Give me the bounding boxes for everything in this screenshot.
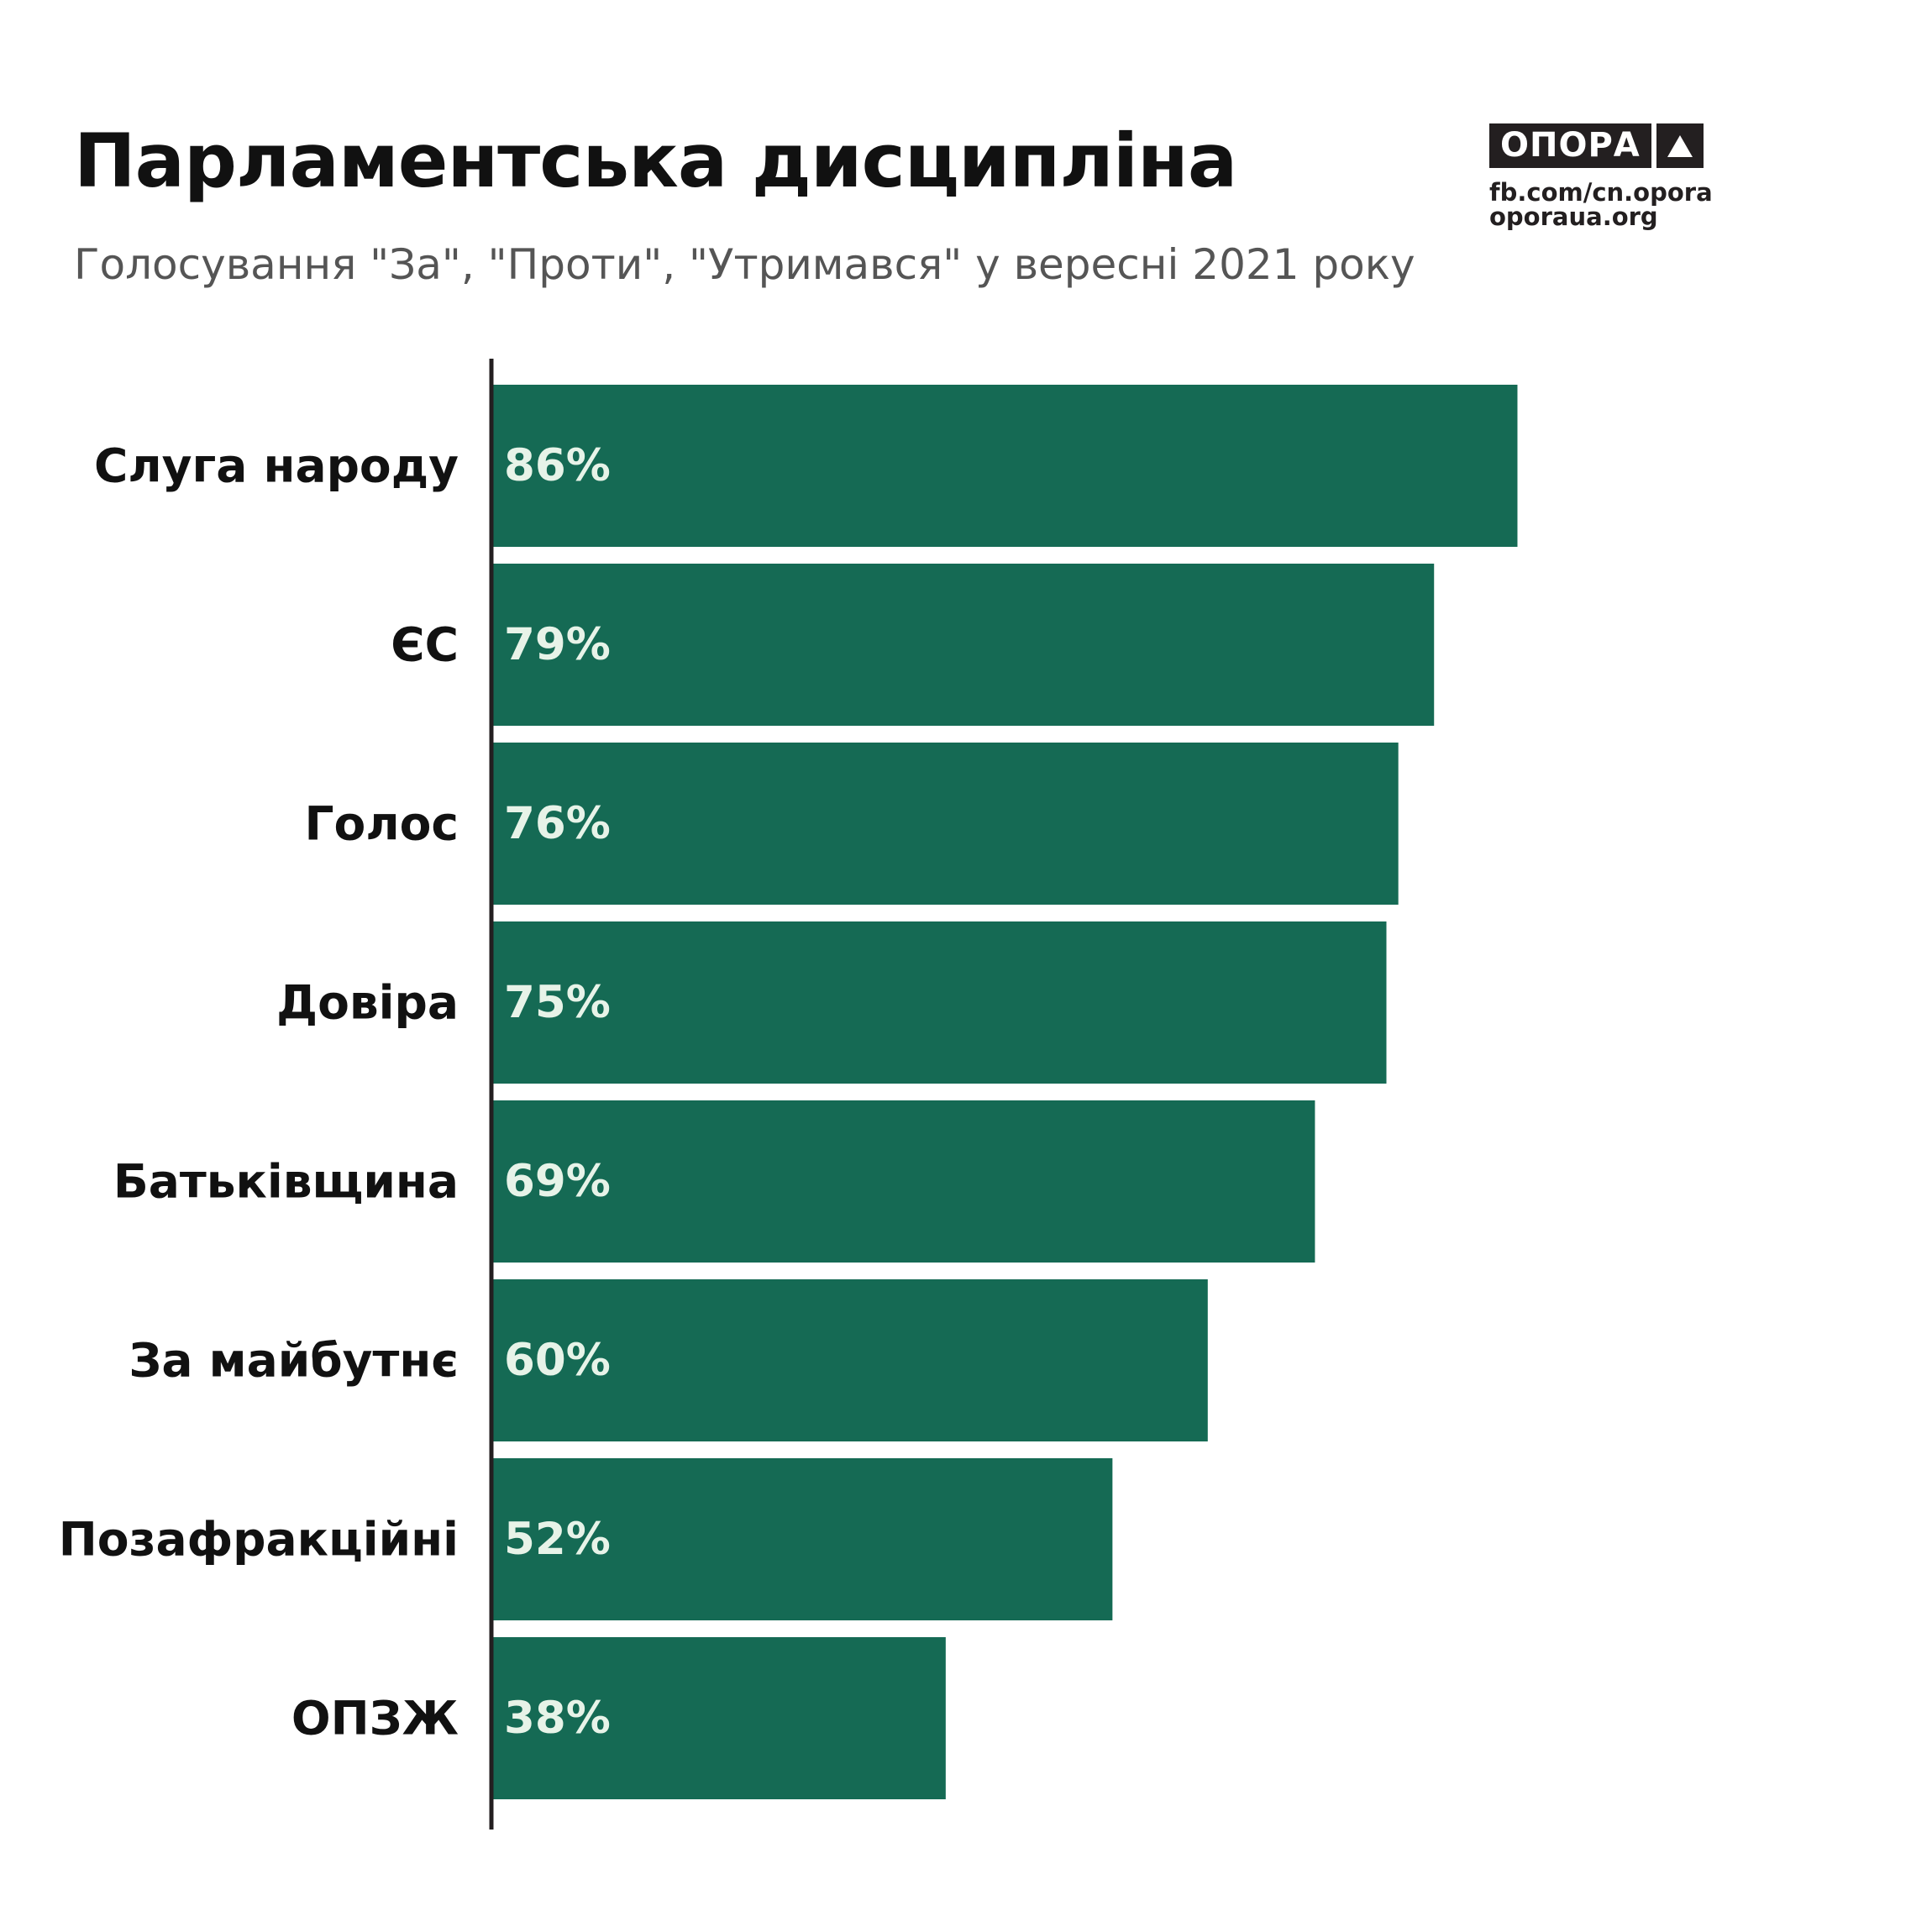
bars-layer: Слуга народу 86% ЄС 79% Голос 76% Довіра 75% Бат…: [59, 385, 1518, 1799]
logo-facebook-link: fb.com/cn.opora: [1489, 178, 1713, 207]
value-label-2: 79%: [504, 619, 611, 670]
category-label-7: Позафракційні: [59, 1513, 459, 1567]
value-label-7: 52%: [504, 1514, 611, 1565]
chart-title: Парламентська дисципліна: [74, 118, 1237, 204]
bar-8: [493, 1637, 946, 1799]
category-label-5: Батьківщина: [113, 1155, 459, 1209]
bar-7: [493, 1458, 1113, 1620]
bar-2: [493, 564, 1435, 726]
opora-logo: ОПОРА: [1489, 123, 1704, 168]
category-label-1: Слуга народу: [94, 439, 459, 493]
logo-website-link: oporaua.org: [1489, 202, 1658, 231]
bar-3: [493, 743, 1399, 905]
category-label-3: Голос: [304, 797, 459, 851]
value-label-8: 38%: [504, 1693, 611, 1744]
category-label-4: Довіра: [276, 976, 459, 1030]
bar-6: [493, 1279, 1208, 1441]
chart-subtitle: Голосування "За", "Проти", "Утримався" у…: [74, 240, 1415, 289]
value-label-1: 86%: [504, 440, 611, 491]
logo-triangle-icon: [1656, 123, 1704, 168]
value-label-5: 69%: [504, 1156, 611, 1207]
value-label-6: 60%: [504, 1335, 611, 1386]
category-label-2: ЄС: [391, 618, 459, 672]
category-label-8: ОПЗЖ: [291, 1692, 459, 1746]
value-label-4: 75%: [504, 977, 611, 1028]
logo-wordmark: ОПОРА: [1489, 123, 1651, 168]
category-label-6: За майбутнє: [129, 1334, 459, 1388]
value-label-3: 76%: [504, 798, 611, 849]
bar-5: [493, 1100, 1315, 1263]
bar-4: [493, 921, 1387, 1084]
bar-1: [493, 385, 1518, 547]
